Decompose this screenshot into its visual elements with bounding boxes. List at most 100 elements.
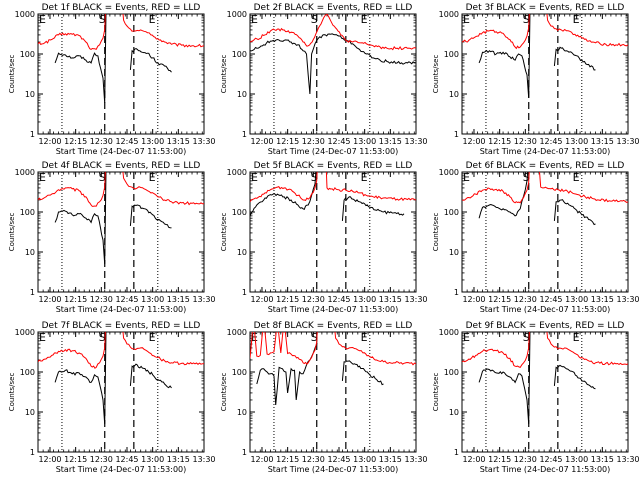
x-tick-label: 12:30 (514, 295, 537, 304)
x-tick-label: 12:15 (488, 137, 511, 146)
events-series-line (478, 172, 529, 219)
y-tick-label: 100 (20, 368, 35, 377)
y-axis-label: Counts/sec (8, 213, 16, 252)
marker-e-left: E (463, 331, 470, 344)
events-series-line (341, 196, 405, 221)
marker-e-right: E (149, 331, 156, 344)
x-tick-label: 12:45 (539, 295, 562, 304)
x-tick-label: 12:30 (302, 137, 325, 146)
marker-s: S (311, 171, 318, 184)
series-group (250, 14, 416, 95)
marker-e-left: E (39, 331, 46, 344)
marker-e-right: E (361, 13, 368, 26)
y-tick-label: 1000 (15, 328, 35, 337)
marker-e-left: E (463, 13, 470, 26)
x-axis-label: Start Time (24-Dec-07 11:53:00) (56, 147, 187, 156)
y-tick-label: 1000 (15, 10, 35, 19)
x-tick-label: 13:30 (616, 137, 639, 146)
detector-panel-4: Det 4f BLACK = Events, RED = LLD 1 10 100 10… (8, 161, 216, 314)
x-tick-label: 13:15 (591, 295, 614, 304)
y-tick-label: 1 (242, 448, 247, 457)
x-tick-label: 13:00 (565, 137, 588, 146)
plot-frame (37, 171, 205, 293)
x-tick-label: 12:00 (38, 137, 61, 146)
chart-title: Det 6f BLACK = Events, RED = LLD (466, 161, 625, 171)
detector-panel-3: Det 3f BLACK = Events, RED = LLD 1 10 100 10… (432, 3, 640, 156)
events-series-line (129, 363, 172, 389)
x-tick-label: 12:45 (539, 455, 562, 464)
marker-s: S (99, 331, 106, 344)
events-series-line (553, 46, 596, 71)
marker-e-left: E (39, 171, 46, 184)
y-tick-label: 10 (25, 248, 35, 257)
y-axis-label: Counts/sec (432, 373, 440, 412)
y-tick-label: 100 (232, 208, 247, 217)
y-tick-label: 1 (242, 130, 247, 139)
plot-frame (37, 331, 205, 453)
y-tick-label: 10 (237, 248, 247, 257)
x-tick-label: 13:15 (379, 455, 402, 464)
x-tick-label: 12:30 (514, 455, 537, 464)
lld-series-line (250, 14, 416, 51)
x-axis-label: Start Time (24-Dec-07 11:53:00) (268, 465, 399, 474)
marker-e-left: E (463, 171, 470, 184)
x-axis-label: Start Time (24-Dec-07 11:53:00) (56, 305, 187, 314)
y-tick-label: 100 (232, 50, 247, 59)
x-tick-label: 13:30 (404, 295, 427, 304)
x-tick-label: 12:45 (539, 137, 562, 146)
marker-s: S (99, 171, 106, 184)
plot-frame (249, 171, 417, 293)
x-tick-label: 13:15 (379, 137, 402, 146)
x-axis-label: Start Time (24-Dec-07 11:53:00) (480, 147, 611, 156)
x-tick-label: 12:00 (38, 455, 61, 464)
y-tick-label: 100 (20, 208, 35, 217)
lld-series-line (38, 332, 106, 369)
y-tick-label: 1 (30, 130, 35, 139)
lld-series-line (122, 332, 204, 366)
lld-series-line (462, 332, 530, 369)
marker-s: S (523, 331, 530, 344)
y-axis-label: Counts/sec (220, 213, 228, 252)
y-axis-label: Counts/sec (8, 55, 16, 94)
y-tick-label: 1000 (15, 168, 35, 177)
y-tick-label: 1000 (439, 10, 459, 19)
x-tick-label: 12:00 (38, 295, 61, 304)
chart-title: Det 9f BLACK = Events, RED = LLD (466, 321, 625, 331)
series-group (38, 14, 204, 103)
lld-series-line (122, 14, 204, 48)
lld-series-line (546, 332, 628, 366)
y-tick-label: 1 (454, 130, 459, 139)
x-tick-label: 12:00 (462, 295, 485, 304)
x-tick-label: 12:15 (64, 455, 87, 464)
x-tick-label: 12:30 (90, 295, 113, 304)
x-tick-label: 12:00 (462, 137, 485, 146)
events-series-line (341, 360, 384, 386)
x-tick-label: 12:00 (462, 455, 485, 464)
lld-series-line (462, 14, 530, 50)
y-tick-label: 10 (237, 408, 247, 417)
series-group (462, 172, 628, 226)
x-tick-label: 13:15 (591, 455, 614, 464)
plot-frame (461, 171, 629, 293)
x-tick-label: 13:00 (565, 295, 588, 304)
marker-s: S (523, 171, 530, 184)
x-tick-label: 12:30 (90, 455, 113, 464)
lld-series-line (325, 172, 416, 202)
series-group (250, 332, 416, 406)
x-tick-label: 13:00 (353, 455, 376, 464)
x-tick-label: 12:00 (250, 455, 273, 464)
y-tick-label: 10 (25, 90, 35, 99)
x-tick-label: 13:30 (404, 455, 427, 464)
x-tick-label: 13:30 (192, 295, 215, 304)
detector-panel-7: Det 7f BLACK = Events, RED = LLD 1 10 100 10… (8, 321, 216, 474)
y-tick-label: 100 (444, 50, 459, 59)
y-axis-label: Counts/sec (8, 373, 16, 412)
events-series-line (553, 199, 596, 226)
x-axis-label: Start Time (24-Dec-07 11:53:00) (268, 305, 399, 314)
y-tick-label: 10 (237, 90, 247, 99)
marker-s: S (523, 13, 530, 26)
events-series-line (250, 33, 416, 95)
x-tick-label: 13:00 (141, 137, 164, 146)
events-series-line (129, 48, 172, 73)
lld-series-line (546, 14, 628, 47)
